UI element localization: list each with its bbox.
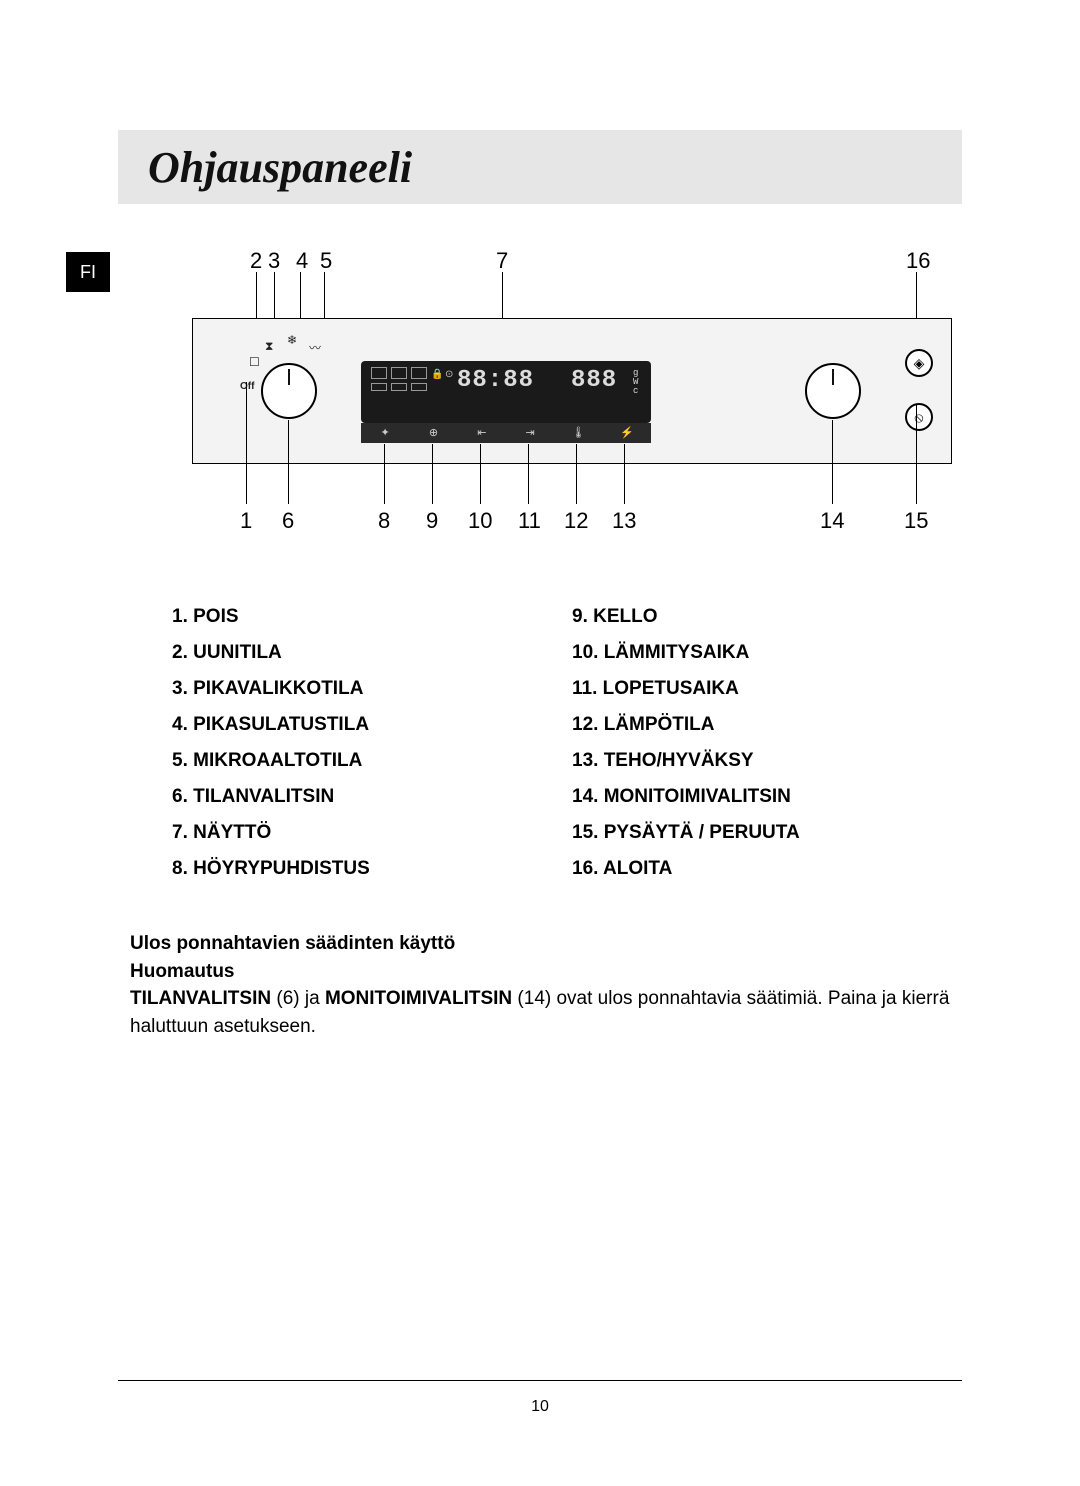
legend-col-a: 1. POIS 2. UUNITILA 3. PIKAVALIKKOTILA 4… [172,606,572,894]
bar-icon-temp: 🌡 [554,423,602,443]
callout-10: 10 [468,508,492,534]
callout-5: 5 [320,248,332,274]
leader [624,444,625,504]
legend-item: 3. PIKAVALIKKOTILA [172,678,572,700]
bar-icon-clock: ⊕ [409,423,457,443]
page: Ohjauspaneeli FI 2 3 4 5 7 16 Off ☐ ⧗ ❄ … [0,0,1080,1486]
bar-icon-power: ⚡ [603,423,651,443]
leader [384,444,385,504]
notes-body: TILANVALITSIN (6) ja MONITOIMIVALITSIN (… [130,985,950,1040]
legend-item: 5. MIKROAALTOTILA [172,750,572,772]
display-time: 88:88 [457,367,534,394]
notes-strong-1: TILANVALITSIN [130,988,271,1009]
page-number: 10 [0,1398,1080,1416]
callout-1: 1 [240,508,252,534]
footer-rule [118,1380,962,1381]
micro-mode-icon: 〰 [309,339,321,356]
callout-6: 6 [282,508,294,534]
leader [916,404,917,504]
leader [832,420,833,504]
lock-icon: 🔒 [431,369,443,380]
digital-display: 🔒 ⊙ 88:88 888 g W c [361,361,651,423]
leader [288,420,289,504]
unit-c: c [633,386,639,396]
control-panel-diagram: 2 3 4 5 7 16 Off ☐ ⧗ ❄ 〰 ◈ ⦸ [192,248,952,568]
display-icon-box [391,383,407,391]
legend-item: 7. NÄYTTÖ [172,822,572,844]
oven-mode-icon: ☐ [249,355,260,369]
display-icon-box [411,383,427,391]
display-unit: g W c [633,369,639,396]
start-icon: ◈ [914,355,925,372]
legend-item: 8. HÖYRYPUHDISTUS [172,858,572,880]
callout-16: 16 [906,248,930,274]
bar-icon-steam: ✦ [361,423,409,443]
legend-item: 9. KELLO [572,606,952,628]
defrost-mode-icon: ❄ [287,333,297,347]
legend-item: 11. LOPETUSAIKA [572,678,952,700]
legend-item: 15. PYSÄYTÄ / PERUUTA [572,822,952,844]
display-icon-box [411,367,427,379]
display-icon-box [391,367,407,379]
leader [576,444,577,504]
appliance-panel-face: Off ☐ ⧗ ❄ 〰 ◈ ⦸ 🔒 ⊙ 88:88 [192,318,952,464]
callout-9: 9 [426,508,438,534]
legend-list: 1. POIS 2. UUNITILA 3. PIKAVALIKKOTILA 4… [172,606,952,894]
leader [432,444,433,504]
multi-selector-knob[interactable] [805,363,861,419]
display-bottom-bar: ✦ ⊕ ⇤ ⇥ 🌡 ⚡ [361,423,651,443]
clock-icon: ⊙ [445,369,453,380]
legend-item: 12. LÄMPÖTILA [572,714,952,736]
start-button[interactable]: ◈ [905,349,933,377]
display-icon-box [371,367,387,379]
display-value: 888 [571,367,617,394]
legend-item: 16. ALOITA [572,858,952,880]
leader [528,444,529,504]
mode-selector-knob[interactable] [261,363,317,419]
callout-15: 15 [904,508,928,534]
legend-item: 4. PIKASULATUSTILA [172,714,572,736]
notes-subheading: Huomautus [130,958,950,986]
callout-13: 13 [612,508,636,534]
language-badge: FI [66,252,110,292]
callout-7: 7 [496,248,508,274]
notes-text: (6) ja [271,988,325,1009]
legend-item: 1. POIS [172,606,572,628]
stop-cancel-button[interactable]: ⦸ [905,403,933,431]
notes-heading: Ulos ponnahtavien säädinten käyttö [130,930,950,958]
legend-item: 14. MONITOIMIVALITSIN [572,786,952,808]
callout-11: 11 [518,508,541,534]
callout-12: 12 [564,508,588,534]
legend-item: 6. TILANVALITSIN [172,786,572,808]
legend-item: 2. UUNITILA [172,642,572,664]
notes-block: Ulos ponnahtavien säädinten käyttö Huoma… [130,930,950,1040]
callout-14: 14 [820,508,844,534]
leader [246,382,247,504]
callout-4: 4 [296,248,308,274]
callout-8: 8 [378,508,390,534]
legend-item: 10. LÄMMITYSAIKA [572,642,952,664]
callout-2: 2 [250,248,262,274]
legend-item: 13. TEHO/HYVÄKSY [572,750,952,772]
notes-strong-2: MONITOIMIVALITSIN [325,988,512,1009]
off-label: Off [240,381,254,392]
callout-3: 3 [268,248,280,274]
bar-icon-end: ⇥ [506,423,554,443]
legend-col-b: 9. KELLO 10. LÄMMITYSAIKA 11. LOPETUSAIK… [572,606,952,894]
bar-icon-start: ⇤ [458,423,506,443]
display-icon-box [371,383,387,391]
page-title: Ohjauspaneeli [148,142,412,193]
quick-mode-icon: ⧗ [265,339,273,354]
section-header-band: Ohjauspaneeli [118,130,962,204]
leader [480,444,481,504]
